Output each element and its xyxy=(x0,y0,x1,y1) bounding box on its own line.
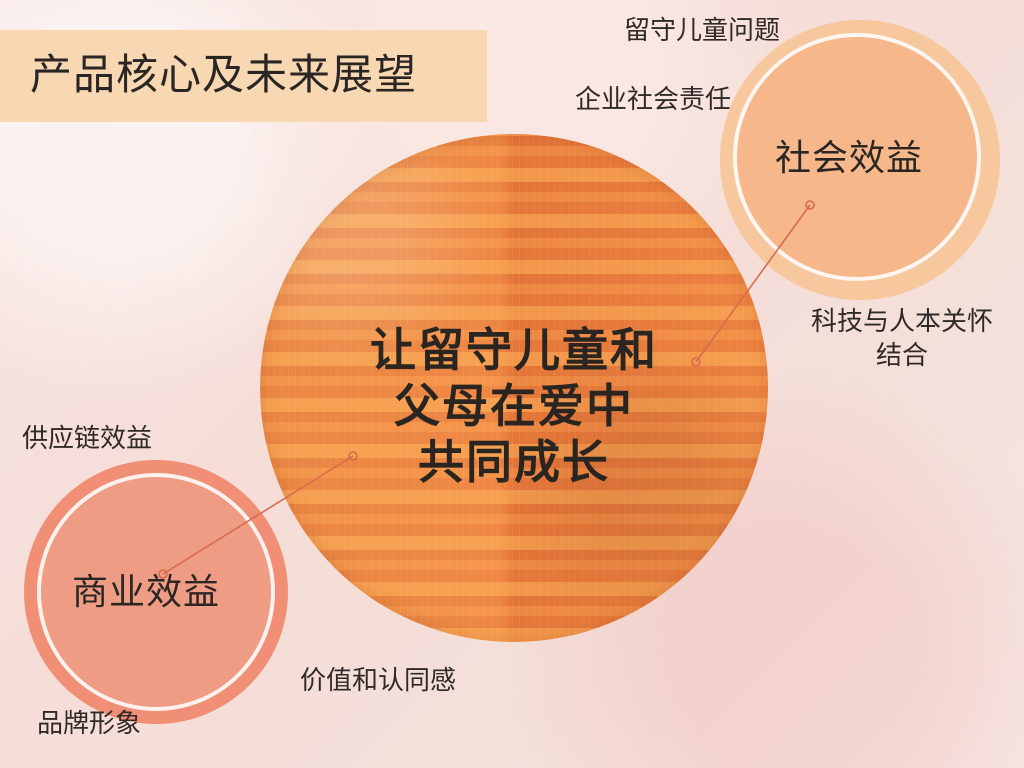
annotation-tech-humanistic-care: 科技与人本关怀 结合 xyxy=(810,307,993,371)
annotation-csr: 企业社会责任 xyxy=(575,85,732,115)
social-benefit-label: 社会效益 xyxy=(775,138,924,179)
annotation-brand-image: 品牌形象 xyxy=(37,709,142,739)
social-connector-line xyxy=(695,204,811,363)
title-banner xyxy=(0,30,487,122)
page-title: 产品核心及未来展望 xyxy=(30,50,418,99)
core-value-text: 让留守儿童和 父母在爱中 共同成长 xyxy=(370,323,658,489)
social-connector-dot-center xyxy=(691,357,701,367)
annotation-left-behind-children: 留守儿童问题 xyxy=(624,16,781,46)
annotation-supply-chain: 供应链效益 xyxy=(22,424,153,454)
social-benefit-ring xyxy=(733,33,981,281)
core-value-circle xyxy=(260,134,768,642)
business-connector-dot-center xyxy=(348,451,358,461)
social-connector-dot-outer xyxy=(805,200,815,210)
annotation-value-identity: 价值和认同感 xyxy=(300,666,457,696)
business-connector-dot-outer xyxy=(158,569,168,579)
business-benefit-label: 商业效益 xyxy=(72,572,221,613)
business-connector-line xyxy=(162,455,354,575)
